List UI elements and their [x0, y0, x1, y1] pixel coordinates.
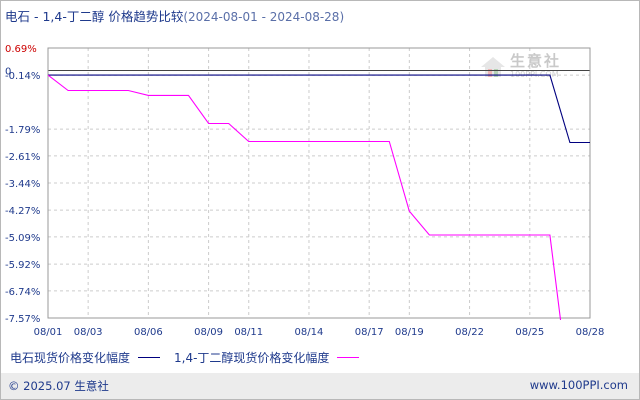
y-tick-label: -5.92% [5, 260, 40, 271]
site-link[interactable]: www.100PPI.com [529, 378, 628, 392]
chart-title-text: 电石 - 1,4-丁二醇 价格趋势比较 [5, 9, 184, 24]
legend-label-1: 电石现货价格变化幅度 [10, 351, 131, 365]
series-line-2 [48, 74, 562, 320]
axes: 0.69% -0.14%0 -1.79% -2.61% -3.44% -4.27% -5.0… [5, 44, 604, 338]
y-tick-label: -5.09% [5, 233, 40, 244]
legend-swatch-2 [337, 357, 360, 358]
watermark-name: 生意社 [510, 52, 562, 70]
x-tick-label: 08/17 [355, 327, 384, 338]
y-tick-label: -2.61% [5, 152, 40, 163]
y-tick-label: -1.79% [5, 125, 40, 136]
x-tick-label: 08/11 [234, 327, 263, 338]
legend-swatch-1 [138, 357, 161, 358]
legend-label-2: 1,4-丁二醇现货价格变化幅度 [174, 351, 330, 365]
x-tick-label: 08/01 [34, 327, 63, 338]
legend: 电石现货价格变化幅度 1,4-丁二醇现货价格变化幅度 [10, 349, 373, 366]
y-tick-label: 0.69% [5, 44, 37, 55]
y-tick-label: -3.44% [5, 179, 40, 190]
legend-item-2: 1,4-丁二醇现货价格变化幅度 [174, 349, 360, 366]
series-line-1 [48, 74, 590, 144]
x-tick-label: 08/09 [194, 327, 223, 338]
grid [47, 47, 591, 319]
legend-item-1: 电石现货价格变化幅度 [10, 349, 161, 366]
x-tick-label: 08/25 [515, 327, 544, 338]
house-logo-icon [481, 56, 505, 77]
x-tick-label: 08/19 [395, 327, 424, 338]
watermark-url: 100PPI.COM [510, 70, 559, 79]
y-tick-label: 0 [5, 67, 11, 78]
y-tick-label: -0.14% [5, 71, 40, 82]
x-tick-label: 08/22 [455, 327, 484, 338]
plot-area-border [47, 47, 591, 319]
x-tick-label: 08/14 [295, 327, 324, 338]
x-tick-label: 08/28 [576, 327, 605, 338]
y-tick-label: -6.74% [5, 287, 40, 298]
y-tick-label: -7.57% [5, 314, 40, 325]
x-tick-label: 08/06 [134, 327, 163, 338]
copyright: © 2025.07 生意社 [8, 379, 109, 393]
series [48, 74, 590, 320]
chart-title: 电石 - 1,4-丁二醇 价格趋势比较(2024-08-01 - 2024-08… [5, 6, 344, 25]
footer-band [1, 373, 639, 399]
watermark: 生意社 100PPI.COM [480, 54, 561, 79]
y-tick-label: -4.27% [5, 206, 40, 217]
x-tick-label: 08/03 [74, 327, 103, 338]
date-range: (2024-08-01 - 2024-08-28) [183, 10, 345, 24]
